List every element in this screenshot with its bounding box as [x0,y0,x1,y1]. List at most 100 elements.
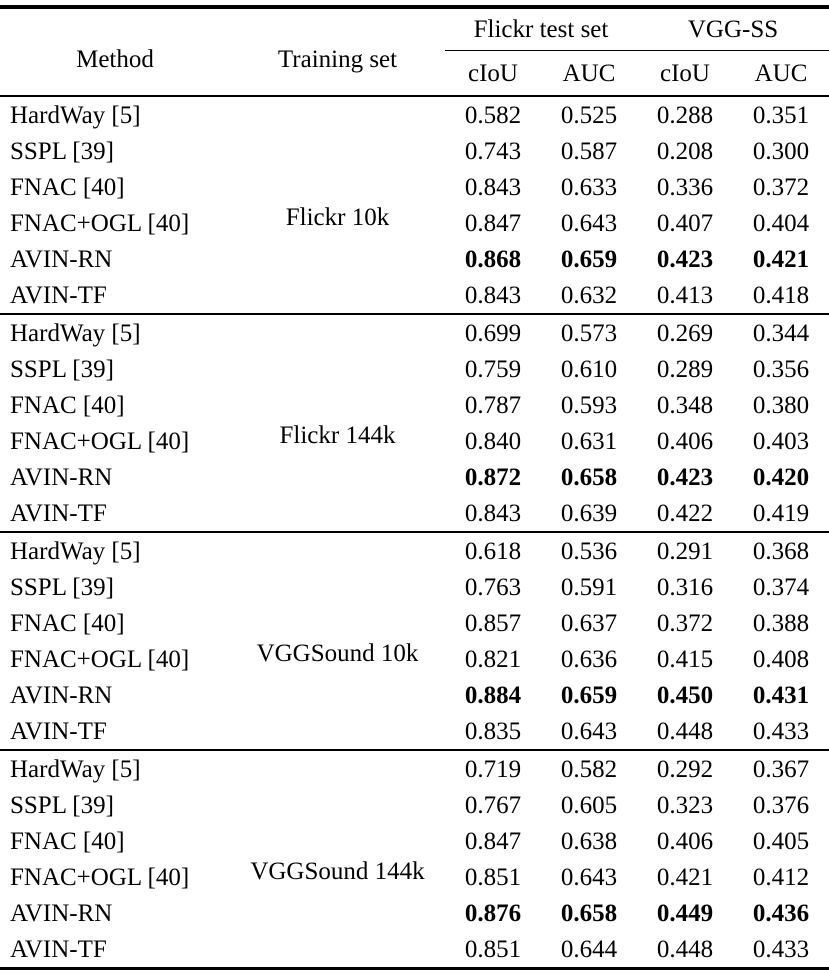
value-cell: 0.269 [656,319,714,347]
training-set-cell: VGGSound 10k [256,639,419,667]
value-cell: 0.847 [464,827,522,855]
value-cell: 0.404 [752,209,810,237]
value-cell: 0.316 [656,573,714,601]
bottom-rule [0,967,829,970]
value-cell: 0.633 [560,173,618,201]
value-cell: 0.433 [752,717,810,745]
value-cell: 0.406 [656,427,714,455]
value-cell: 0.412 [752,863,810,891]
value-cell: 0.388 [752,609,810,637]
value-cell: 0.433 [752,935,810,963]
method-cell: HardWay [5] [10,319,141,347]
value-cell: 0.449 [656,899,714,927]
value-cell: 0.289 [656,355,714,383]
method-cell: AVIN-TF [10,935,107,963]
value-cell: 0.420 [752,463,810,491]
method-cell: AVIN-RN [10,463,113,491]
method-cell: FNAC+OGL [40] [10,427,190,455]
value-cell: 0.847 [464,209,522,237]
value-cell: 0.421 [656,863,714,891]
training-set-cell: Flickr 144k [279,421,396,449]
method-cell: SSPL [39] [10,355,114,383]
value-cell: 0.573 [560,319,618,347]
table-group-vggsound-144k: VGGSound 144k HardWay [5] 0.719 0.582 0.… [0,749,829,967]
value-cell: 0.587 [560,137,618,165]
value-cell: 0.821 [464,645,522,673]
value-cell: 0.659 [560,245,618,273]
value-cell: 0.843 [464,281,522,309]
value-cell: 0.450 [656,681,714,709]
col-header-method: Method [76,45,154,73]
method-cell: FNAC+OGL [40] [10,209,190,237]
col-header-auc-vggss: AUC [754,59,808,87]
value-cell: 0.431 [752,681,810,709]
value-cell: 0.372 [752,173,810,201]
value-cell: 0.367 [752,755,810,783]
value-cell: 0.536 [560,537,618,565]
method-cell: AVIN-TF [10,717,107,745]
col-group-header-flickr-test-set: Flickr test set [445,9,637,51]
value-cell: 0.374 [752,573,810,601]
value-cell: 0.763 [464,573,522,601]
value-cell: 0.525 [560,101,618,129]
value-cell: 0.658 [560,463,618,491]
value-cell: 0.787 [464,391,522,419]
training-set-cell: VGGSound 144k [250,857,425,885]
col-group-header-vgg-ss: VGG-SS [637,9,829,51]
value-cell: 0.767 [464,791,522,819]
value-cell: 0.840 [464,427,522,455]
table-group-flickr-10k: Flickr 10k HardWay [5] 0.582 0.525 0.288… [0,95,829,313]
method-cell: AVIN-RN [10,245,113,273]
value-cell: 0.323 [656,791,714,819]
table-group-vggsound-10k: VGGSound 10k HardWay [5] 0.618 0.536 0.2… [0,531,829,749]
value-cell: 0.408 [752,645,810,673]
method-cell: AVIN-TF [10,281,107,309]
value-cell: 0.436 [752,899,810,927]
method-cell: FNAC+OGL [40] [10,645,190,673]
value-cell: 0.618 [464,537,522,565]
method-cell: HardWay [5] [10,537,141,565]
value-cell: 0.643 [560,717,618,745]
method-cell: SSPL [39] [10,791,114,819]
training-set-cell: Flickr 10k [285,203,390,231]
col-header-ciou-vggss: cIoU [660,59,710,87]
value-cell: 0.605 [560,791,618,819]
value-cell: 0.843 [464,173,522,201]
table-group-flickr-144k: Flickr 144k HardWay [5] 0.699 0.573 0.26… [0,313,829,531]
method-cell: AVIN-RN [10,899,113,927]
value-cell: 0.699 [464,319,522,347]
value-cell: 0.415 [656,645,714,673]
col-header-ciou-flickr: cIoU [468,59,518,87]
table-header: Method Training set Flickr test set VGG-… [0,9,829,95]
value-cell: 0.593 [560,391,618,419]
value-cell: 0.405 [752,827,810,855]
value-cell: 0.419 [752,499,810,527]
value-cell: 0.644 [560,935,618,963]
value-cell: 0.610 [560,355,618,383]
value-cell: 0.872 [464,463,522,491]
value-cell: 0.356 [752,355,810,383]
value-cell: 0.632 [560,281,618,309]
value-cell: 0.292 [656,755,714,783]
value-cell: 0.876 [464,899,522,927]
value-cell: 0.376 [752,791,810,819]
value-cell: 0.351 [752,101,810,129]
method-cell: HardWay [5] [10,101,141,129]
value-cell: 0.336 [656,173,714,201]
value-cell: 0.884 [464,681,522,709]
method-cell: FNAC [40] [10,827,125,855]
value-cell: 0.300 [752,137,810,165]
value-cell: 0.637 [560,609,618,637]
value-cell: 0.403 [752,427,810,455]
value-cell: 0.643 [560,209,618,237]
value-cell: 0.423 [656,245,714,273]
value-cell: 0.639 [560,499,618,527]
top-rule [0,5,829,9]
method-cell: HardWay [5] [10,755,141,783]
value-cell: 0.421 [752,245,810,273]
value-cell: 0.368 [752,537,810,565]
value-cell: 0.658 [560,899,618,927]
value-cell: 0.636 [560,645,618,673]
value-cell: 0.643 [560,863,618,891]
